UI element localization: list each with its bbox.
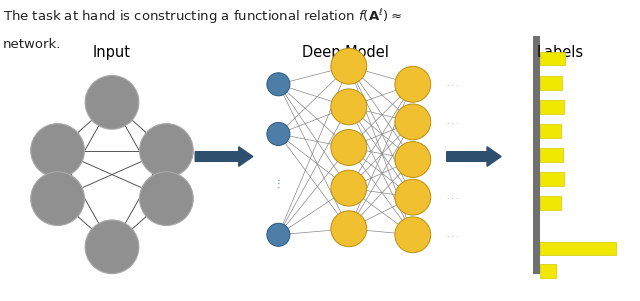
Bar [540, 148, 563, 162]
Bar [540, 124, 561, 138]
Ellipse shape [395, 141, 431, 178]
Text: . . .: . . . [447, 232, 458, 238]
Ellipse shape [267, 123, 290, 145]
Ellipse shape [331, 48, 367, 84]
Text: . . .: . . . [447, 81, 458, 87]
Bar [540, 264, 556, 278]
Text: Input: Input [93, 45, 131, 60]
Text: Deep Model: Deep Model [302, 45, 389, 60]
Ellipse shape [140, 172, 193, 225]
Ellipse shape [267, 223, 290, 246]
Ellipse shape [31, 124, 84, 177]
FancyArrow shape [195, 147, 253, 166]
Text: Labels: Labels [536, 45, 584, 60]
Ellipse shape [331, 211, 367, 247]
Text: . . .: . . . [447, 157, 458, 163]
Bar [540, 76, 562, 90]
Bar [540, 100, 564, 113]
Bar [540, 52, 565, 65]
Text: The task at hand is constructing a functional relation $f(\mathbf{A}^\ell) \appr: The task at hand is constructing a funct… [3, 8, 403, 26]
Ellipse shape [331, 129, 367, 166]
Bar [540, 197, 561, 210]
Bar [533, 36, 540, 274]
Ellipse shape [395, 179, 431, 215]
Ellipse shape [85, 76, 139, 129]
Ellipse shape [140, 124, 193, 177]
Ellipse shape [85, 220, 139, 274]
Text: . . .: . . . [447, 194, 458, 200]
Bar [540, 172, 564, 186]
FancyArrow shape [447, 147, 501, 166]
Ellipse shape [331, 89, 367, 125]
Ellipse shape [31, 172, 84, 225]
Text: . . .: . . . [447, 119, 458, 125]
Bar [540, 241, 616, 255]
Text: network.: network. [3, 38, 61, 51]
Ellipse shape [331, 170, 367, 206]
Ellipse shape [267, 73, 290, 96]
Ellipse shape [395, 66, 431, 102]
Text: ⋮: ⋮ [273, 179, 284, 189]
Ellipse shape [395, 217, 431, 253]
Ellipse shape [395, 104, 431, 140]
